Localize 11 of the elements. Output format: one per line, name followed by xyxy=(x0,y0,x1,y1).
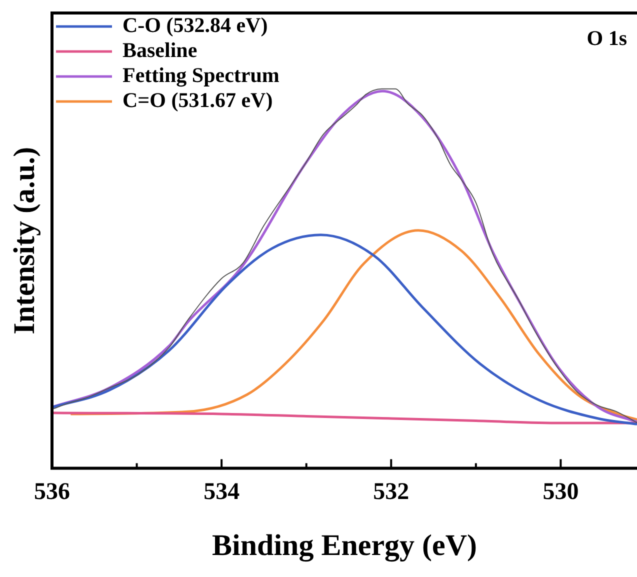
legend-label: Baseline xyxy=(122,38,198,62)
legend-label: C-O (532.84 eV) xyxy=(122,12,268,37)
y-axis-title: Intensity (a.u.) xyxy=(8,146,41,334)
x-axis-title: Binding Energy (eV) xyxy=(212,528,478,562)
x-tick-label: 532 xyxy=(373,478,410,505)
legend-label: Fetting Spectrum xyxy=(122,62,280,87)
text: O 1s xyxy=(586,26,627,50)
x-tick-label: 534 xyxy=(204,478,240,505)
x-tick-label: 536 xyxy=(34,478,70,505)
legend-label: C=O (531.67 eV) xyxy=(122,88,273,112)
x-tick-label: 530 xyxy=(542,478,579,505)
